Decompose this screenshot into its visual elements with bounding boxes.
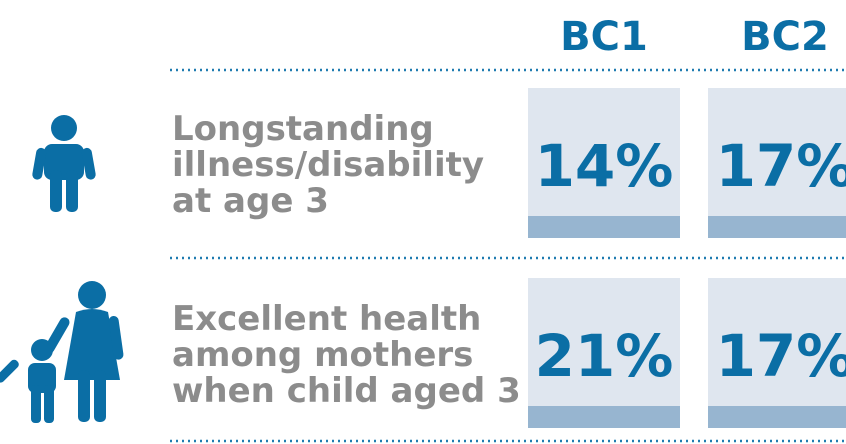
column-header: BC2 xyxy=(741,14,829,60)
row-label: illness/disability xyxy=(172,145,484,185)
value: 17% xyxy=(716,132,846,200)
row-label: when child aged 3 xyxy=(172,371,521,411)
value: 17% xyxy=(716,322,846,390)
value-box xyxy=(528,88,680,238)
value-box xyxy=(708,278,846,428)
mother-child-icon xyxy=(0,281,124,423)
value: 14% xyxy=(535,132,674,200)
row-label: Longstanding xyxy=(172,109,434,149)
row-label: Excellent health xyxy=(172,299,481,339)
value-box-band xyxy=(528,406,680,428)
value: 21% xyxy=(535,322,674,390)
value-box-band xyxy=(528,216,680,238)
value-box xyxy=(708,88,846,238)
column-header: BC1 xyxy=(560,14,648,60)
row-label: at age 3 xyxy=(172,181,329,221)
value-box xyxy=(528,278,680,428)
child-icon xyxy=(32,115,96,212)
value-box-band xyxy=(708,216,846,238)
value-box-band xyxy=(708,406,846,428)
row-label: among mothers xyxy=(172,335,473,375)
